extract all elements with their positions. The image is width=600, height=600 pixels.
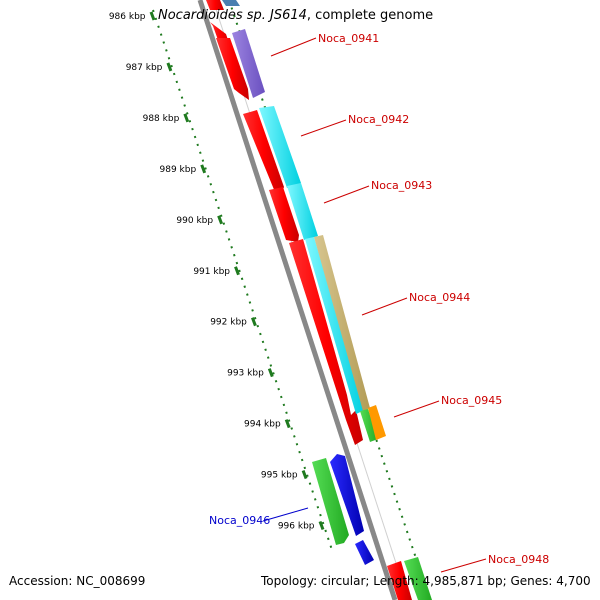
ruler-major-tick	[267, 368, 274, 378]
ruler-label: 995 kbp	[261, 471, 298, 481]
ruler-major-tick	[234, 266, 240, 276]
gene-arrow-noca-0948-cds	[387, 561, 412, 600]
ruler-label: 993 kbp	[227, 369, 264, 379]
ruler-label: 994 kbp	[244, 420, 281, 430]
gene-label-noca-0943[interactable]: Noca_0943	[371, 179, 432, 192]
gene-arrow-noca-0944-cds	[289, 239, 363, 445]
gene-arrow-top-red	[206, 0, 224, 10]
gene-label-noca-0941[interactable]: Noca_0941	[318, 32, 379, 45]
accession-text: Accession: NC_008699	[9, 574, 146, 588]
ruler-major-tick	[217, 215, 224, 225]
gene-arrow-noca-0947b	[355, 540, 374, 565]
ruler-major-tick	[301, 470, 308, 480]
leader-noca-0944	[361, 297, 408, 316]
leader-noca-0948	[440, 558, 487, 573]
ruler-dotted-line	[152, 9, 333, 551]
gene-arrow-noca-0944-cyan	[305, 237, 365, 414]
gene-label-noca-0946[interactable]: Noca_0946	[209, 514, 270, 527]
organism-name: Nocardioides sp. JS614	[158, 8, 307, 23]
ruler-label: 986 kbp	[109, 12, 146, 22]
gene-label-noca-0942[interactable]: Noca_0942	[348, 113, 409, 126]
gene-arrow-noca-0946	[312, 458, 349, 545]
ruler-major-tick	[284, 419, 291, 429]
leader-noca-0941	[270, 37, 317, 57]
gene-label-noca-0948[interactable]: Noca_0948	[488, 553, 549, 566]
gene-arrow-top-steelblue	[222, 0, 240, 6]
ruler-major-tick	[149, 11, 156, 21]
gene-arrow-noca-0947	[330, 454, 364, 536]
gene-label-noca-0945[interactable]: Noca_0945	[441, 394, 502, 407]
gene-arrow-noca-0943	[287, 183, 318, 240]
outer-dotted-boundary	[228, 0, 431, 600]
gene-label-noca-0944[interactable]: Noca_0944	[409, 291, 470, 304]
genome-backbone	[197, 0, 398, 600]
gene-arrow-noca-0942	[259, 106, 301, 188]
ruler-label: 990 kbp	[176, 216, 213, 226]
ruler-label: 992 kbp	[210, 318, 247, 328]
ruler-label: 987 kbp	[126, 63, 163, 73]
gene-arrow-noca-0945-green	[360, 409, 378, 442]
ruler-label: 996 kbp	[278, 522, 315, 532]
gene-arrow-noca-0941-cds	[216, 38, 249, 100]
ruler-major-tick	[250, 317, 257, 327]
ruler-major-tick	[200, 164, 207, 174]
ruler-label: 991 kbp	[193, 267, 230, 277]
leader-noca-0946	[262, 507, 309, 522]
ruler-label: 988 kbp	[143, 114, 180, 124]
gene-arrow-noca-0945	[368, 405, 386, 440]
ruler-major-tick	[166, 62, 173, 72]
title-suffix: , complete genome	[306, 8, 434, 23]
gene-arrow-noca-0942-cds	[243, 110, 284, 192]
ruler-ticks: 986 kbp 987 kbp 988 kbp 989 kbp 990 kbp 991 k…	[109, 11, 325, 532]
genome-title: Nocardioides sp. JS614, complete genome	[158, 8, 433, 23]
leader-noca-0942	[300, 119, 347, 137]
leader-noca-0945	[393, 400, 440, 418]
topology-summary: Topology: circular; Length: 4,985,871 bp…	[261, 574, 591, 588]
gene-arrow-noca-0941	[232, 29, 265, 98]
gene-arrow-noca-0948	[404, 557, 432, 600]
ruler-label: 989 kbp	[160, 165, 197, 175]
gene-arrow-noca-0943-cds	[269, 187, 299, 242]
ruler-major-tick	[318, 520, 325, 531]
leader-noca-0943	[323, 185, 370, 204]
ruler-major-tick	[183, 113, 190, 123]
gene-arrow-noca-0944	[314, 235, 370, 411]
